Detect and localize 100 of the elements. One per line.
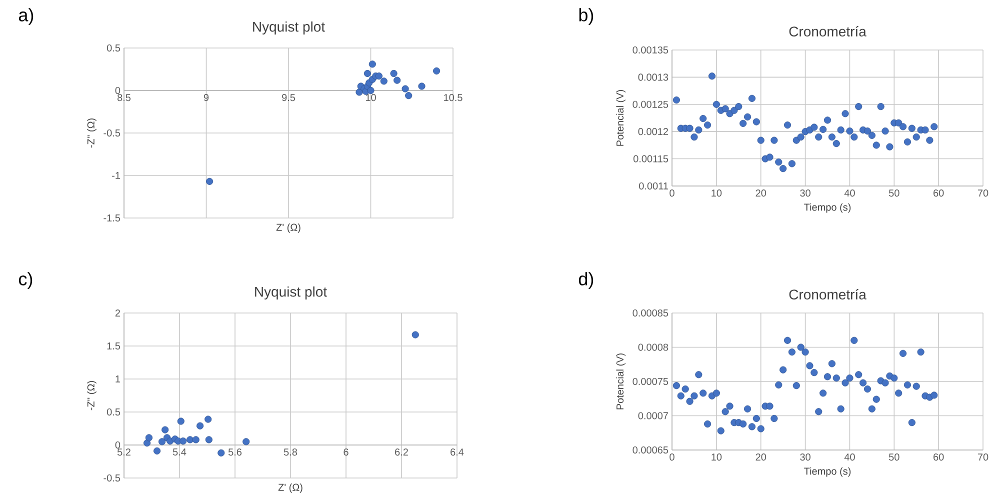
x-tick-label: 8.5	[117, 94, 131, 102]
point	[748, 94, 756, 102]
point	[824, 373, 832, 380]
point	[850, 336, 858, 344]
point	[775, 381, 782, 388]
x-tick-label: 5.4	[172, 448, 186, 456]
point	[886, 143, 894, 150]
chart-title: Cronometría	[789, 289, 866, 300]
point	[775, 158, 782, 166]
text: c)	[18, 272, 32, 289]
point	[770, 414, 778, 422]
point	[153, 447, 161, 454]
point	[899, 123, 907, 130]
point	[832, 140, 840, 148]
point	[837, 126, 844, 134]
point	[864, 127, 872, 135]
point	[824, 116, 832, 124]
point	[695, 126, 702, 134]
point	[908, 124, 916, 132]
point	[846, 374, 854, 382]
x-tick-label: 10	[712, 454, 722, 461]
point	[712, 390, 720, 397]
x-tick-label: 30	[800, 190, 810, 197]
point	[752, 414, 760, 422]
point	[930, 392, 938, 399]
point	[205, 436, 212, 444]
point	[394, 76, 401, 84]
point	[926, 136, 934, 144]
point	[740, 420, 747, 428]
x-tick-label: 60	[934, 454, 944, 461]
y-tick-label: 0.5	[106, 408, 120, 416]
point	[672, 382, 680, 390]
x-axis-title: Tiempo (s)	[804, 203, 851, 213]
y-tick-label: 0.0013	[638, 74, 668, 81]
point	[872, 142, 880, 149]
point	[367, 86, 374, 94]
x-tick-label: 6.4	[450, 448, 464, 456]
point	[788, 160, 796, 168]
point	[890, 374, 898, 382]
x-tick-label: 9	[204, 94, 209, 102]
point	[686, 124, 694, 132]
point	[882, 127, 889, 135]
point	[832, 374, 840, 382]
y-tick-label: 0.00135	[632, 46, 668, 54]
y-tick-label: 1	[116, 376, 120, 382]
point	[859, 379, 867, 386]
point	[730, 106, 738, 114]
point	[690, 133, 698, 141]
point	[802, 348, 809, 356]
point	[704, 122, 712, 129]
y-tick-label: 2	[115, 309, 120, 316]
x-tick-label: 50	[888, 454, 900, 461]
x-tick-label: 0	[670, 454, 674, 461]
point	[158, 438, 166, 446]
y-tick-label: 0.00065	[632, 446, 668, 454]
point	[368, 60, 376, 68]
point	[177, 418, 184, 425]
y-axis-title: Potencial (V)	[616, 354, 626, 410]
point	[820, 390, 827, 397]
point	[722, 105, 729, 112]
point	[770, 136, 778, 144]
point	[904, 138, 912, 146]
y-tick-label: 0.00075	[632, 378, 668, 386]
point	[744, 113, 752, 120]
point	[895, 390, 902, 397]
x-axis-title: Tiempo (s)	[804, 467, 851, 477]
x-tick-label: 30	[800, 454, 810, 461]
point	[895, 119, 902, 126]
point	[855, 371, 862, 378]
x-tick-label: 60	[934, 190, 944, 197]
point	[810, 369, 818, 376]
point	[912, 382, 920, 390]
point	[784, 336, 792, 344]
point	[908, 419, 916, 426]
point	[196, 422, 204, 430]
x-tick-label: 10.5	[444, 94, 462, 102]
point	[792, 382, 800, 390]
point	[912, 133, 920, 141]
point	[206, 178, 214, 185]
point	[686, 398, 694, 405]
x-tick-label: 0	[670, 190, 674, 197]
point	[864, 385, 872, 393]
point	[690, 392, 698, 400]
point	[788, 348, 796, 356]
point	[405, 92, 412, 100]
point	[846, 127, 854, 135]
point	[433, 67, 440, 74]
point	[402, 85, 409, 92]
point	[842, 110, 849, 118]
point	[904, 381, 912, 388]
x-tick-label: 10	[366, 94, 376, 102]
point	[204, 416, 212, 423]
chart-title: Nyquist plot	[255, 286, 327, 300]
point	[917, 348, 924, 356]
y-tick-label: -0.5	[104, 129, 120, 137]
y-tick-label: -1.5	[104, 214, 120, 222]
x-tick-label: 6	[344, 448, 348, 456]
point	[722, 408, 729, 416]
x-tick-label: 10	[712, 190, 722, 197]
point	[356, 88, 363, 96]
